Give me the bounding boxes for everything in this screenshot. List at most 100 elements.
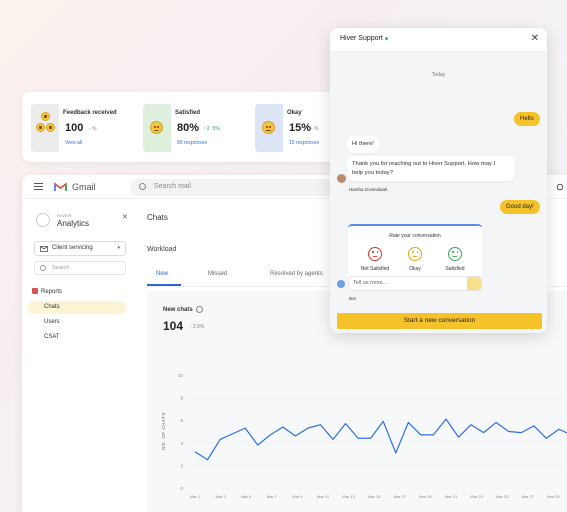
y-axis-label: NO. OF CHATS bbox=[161, 412, 166, 450]
agent-name: Harsha Govindaiah bbox=[349, 187, 388, 192]
sidebar-item-csat[interactable]: CSAT bbox=[44, 334, 60, 340]
gmail-window: Gmail Search mail HIVER Analytics ✕ Clie… bbox=[22, 175, 567, 512]
sidebar-item-users[interactable]: Users bbox=[44, 319, 60, 325]
satisfied-face-icon[interactable] bbox=[448, 247, 462, 261]
x-tick-label: Mar 9 bbox=[292, 494, 303, 499]
search-placeholder: Search bbox=[52, 265, 70, 271]
send-button[interactable] bbox=[467, 277, 481, 290]
okay-face-icon[interactable] bbox=[408, 247, 422, 261]
y-tick-label: 8 bbox=[180, 396, 183, 401]
data-point bbox=[320, 424, 321, 426]
search-placeholder: Search mail bbox=[154, 183, 191, 190]
mail-icon bbox=[40, 246, 48, 252]
data-point bbox=[370, 437, 372, 439]
chat-body: Today Hello Hi there! Thank you for reac… bbox=[330, 52, 547, 333]
agent-message: Thank you for reaching out to Hiver Supp… bbox=[347, 156, 515, 182]
okay-tile bbox=[255, 104, 283, 152]
data-point bbox=[382, 420, 384, 422]
tab-new[interactable]: New bbox=[156, 271, 169, 277]
online-status-icon bbox=[385, 37, 388, 40]
data-point bbox=[269, 434, 271, 436]
view-all-link[interactable]: View all bbox=[65, 140, 83, 146]
page-title: Chats bbox=[147, 213, 168, 222]
rating-title: Rate your conversation bbox=[389, 233, 441, 239]
active-tab-indicator bbox=[147, 284, 181, 286]
card-value: 15% bbox=[289, 122, 312, 134]
data-point bbox=[294, 435, 296, 437]
x-tick-label: Mar 19 bbox=[419, 494, 432, 499]
tab-missed[interactable]: Missed bbox=[208, 271, 228, 277]
x-tick-label: Mar 3 bbox=[215, 494, 226, 499]
smile-emoji-icon bbox=[150, 121, 163, 134]
search-icon bbox=[139, 183, 146, 190]
feedback-received-card[interactable]: Feedback received 100 - % View all bbox=[31, 104, 119, 152]
data-point bbox=[307, 427, 309, 429]
info-icon[interactable] bbox=[196, 306, 203, 313]
metric-title: New chats bbox=[163, 307, 193, 313]
data-point bbox=[407, 422, 409, 423]
mailbox-select[interactable]: Client servicing ▾ bbox=[34, 241, 126, 256]
rating-label: Not Satisfied bbox=[360, 266, 390, 272]
agent-avatar bbox=[337, 174, 346, 183]
close-icon[interactable]: ✕ bbox=[122, 214, 128, 221]
sidebar-search-input[interactable]: Search bbox=[34, 261, 126, 275]
reports-section: Reports bbox=[32, 288, 62, 295]
data-point bbox=[194, 451, 196, 453]
user-message: Hello bbox=[514, 112, 540, 126]
y-tick-label: 6 bbox=[180, 418, 183, 423]
x-tick-label: Mar 5 bbox=[241, 494, 252, 499]
emoji-icon bbox=[41, 112, 50, 121]
data-point bbox=[470, 424, 472, 426]
data-point bbox=[433, 434, 434, 436]
gmail-app-name: Gmail bbox=[72, 182, 96, 192]
data-point bbox=[257, 444, 259, 446]
data-point bbox=[558, 428, 560, 430]
data-point bbox=[420, 434, 422, 436]
data-point bbox=[495, 422, 497, 423]
satisfied-card[interactable]: Satisfied 80% ↑ 2 .5% 80 responses bbox=[143, 104, 231, 152]
x-tick-label: Mar 13 bbox=[342, 494, 355, 499]
metric-change: ↑ 2.9% bbox=[189, 324, 205, 330]
data-point bbox=[232, 433, 234, 435]
card-title: Feedback received bbox=[63, 110, 117, 116]
reports-icon bbox=[32, 288, 38, 294]
satisfied-tile bbox=[143, 104, 171, 152]
data-point bbox=[483, 432, 485, 434]
card-change: ↑ 2 .5% bbox=[203, 126, 220, 132]
responses-link[interactable]: 15 responses bbox=[289, 140, 320, 146]
rating-label: Okay bbox=[409, 266, 421, 272]
feedback-input[interactable]: Tell us more... bbox=[348, 276, 482, 291]
x-tick-label: Mar 17 bbox=[394, 494, 407, 499]
tab-resolved-by-agents[interactable]: Resolved by agents bbox=[270, 271, 323, 277]
okay-card[interactable]: Okay 15% - % 15 responses bbox=[255, 104, 343, 152]
x-tick-label: Mar 1 bbox=[190, 494, 201, 499]
mailbox-label: Client servicing bbox=[52, 245, 93, 251]
data-point bbox=[332, 439, 334, 440]
start-new-conversation-button[interactable]: Start a new conversation bbox=[337, 313, 542, 329]
chat-title: Hiver Support bbox=[340, 35, 383, 42]
sidebar-item-chats[interactable]: Chats bbox=[28, 301, 126, 314]
responses-link[interactable]: 80 responses bbox=[177, 140, 208, 146]
rating-card: Rate your conversation Not Satisfied Oka… bbox=[348, 224, 482, 281]
y-tick-label: 10 bbox=[178, 373, 184, 378]
menu-icon[interactable] bbox=[34, 183, 43, 190]
date-divider: Today bbox=[431, 72, 446, 78]
x-tick-label: Mar 21 bbox=[445, 494, 458, 499]
data-point bbox=[357, 437, 359, 439]
neutral-emoji-icon bbox=[262, 121, 275, 134]
section-title: Workload bbox=[147, 246, 177, 253]
x-tick-label: Mar 7 bbox=[267, 494, 278, 499]
x-tick-label: Mar 25 bbox=[496, 494, 509, 499]
x-tick-label: Mar 29 bbox=[547, 494, 560, 499]
agent-message: Hi there! bbox=[347, 136, 379, 153]
bot-avatar bbox=[337, 280, 345, 288]
card-change: - % bbox=[89, 126, 97, 132]
card-value: 100 bbox=[65, 122, 84, 134]
close-icon[interactable]: ✕ bbox=[530, 33, 539, 44]
data-point bbox=[244, 427, 246, 429]
search-icon bbox=[40, 265, 46, 271]
settings-icon[interactable] bbox=[556, 183, 564, 191]
gmail-logo-icon bbox=[54, 182, 67, 191]
not-satisfied-face-icon[interactable] bbox=[368, 247, 382, 261]
emoji-icon bbox=[46, 123, 55, 132]
